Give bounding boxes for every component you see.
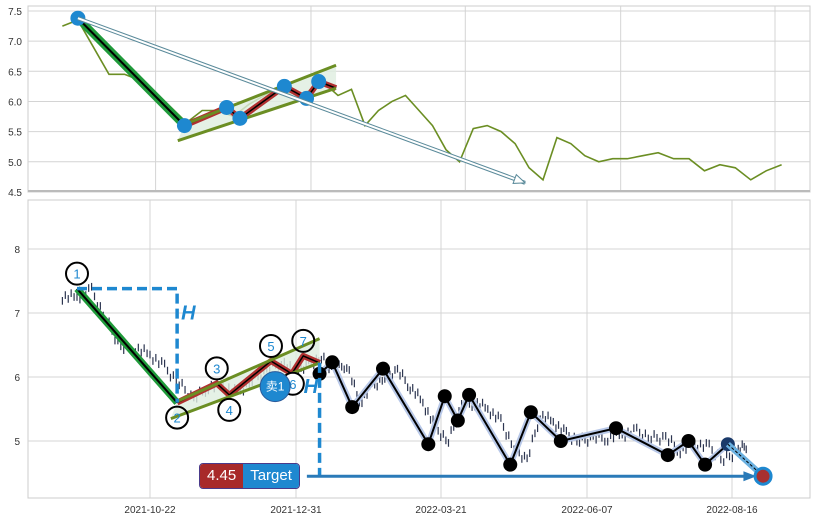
projection-height-label: H bbox=[304, 376, 319, 398]
x-tick-label: 2021-10-22 bbox=[124, 505, 176, 516]
trend-arrow-head bbox=[512, 173, 527, 184]
x-tick-label: 2022-08-16 bbox=[706, 505, 758, 516]
pattern-point bbox=[311, 74, 327, 90]
zigzag-point bbox=[609, 421, 623, 436]
zigzag-point bbox=[660, 448, 675, 463]
trend-arrow-inner bbox=[77, 17, 526, 184]
pattern-label: 7 bbox=[300, 334, 307, 349]
pattern-point bbox=[176, 118, 192, 134]
downtrend-core bbox=[77, 17, 186, 127]
zigzag-point bbox=[523, 405, 538, 420]
y-tick-label: 5.5 bbox=[8, 128, 22, 139]
bottom-candlestick-chart: 8 7 6 5 2021-10-22 2021-12-31 2022-03-21 2022-0… bbox=[14, 199, 811, 516]
y-tick-label: 8 bbox=[14, 245, 20, 256]
sell-signal-label: 卖1 bbox=[266, 380, 285, 394]
target-label: Target bbox=[243, 464, 299, 488]
plot-area bbox=[27, 5, 811, 193]
pattern-point bbox=[276, 78, 292, 94]
pattern-label-circle bbox=[217, 397, 242, 422]
y-tick-label: 6.5 bbox=[8, 67, 22, 78]
y-tick-label: 7 bbox=[14, 309, 20, 320]
pattern-label-circle bbox=[165, 405, 190, 430]
zigzag-point bbox=[553, 434, 568, 448]
height-label: H bbox=[181, 302, 196, 324]
y-tick-label: 7.0 bbox=[8, 37, 22, 48]
target-point bbox=[753, 466, 773, 486]
zigzag-point bbox=[462, 387, 477, 402]
zigzag-point bbox=[450, 413, 465, 428]
y-tick-label: 6 bbox=[14, 373, 20, 384]
pattern-label-circle bbox=[204, 356, 229, 381]
target-link-dashed bbox=[727, 443, 764, 477]
y-tick-label: 5.0 bbox=[8, 158, 22, 169]
pattern-point bbox=[219, 99, 235, 115]
y-tick-label: 4.5 bbox=[8, 188, 22, 196]
channel-upper-line bbox=[183, 63, 337, 126]
target-badge: 4.45 Target bbox=[199, 463, 300, 489]
plot-area bbox=[27, 199, 811, 499]
zigzag-point bbox=[421, 437, 436, 452]
zigzag-point bbox=[312, 366, 327, 381]
y-tick-label: 7.5 bbox=[8, 7, 22, 18]
pattern-point bbox=[232, 110, 248, 126]
pattern-label: 1 bbox=[73, 267, 80, 282]
pattern-label: 3 bbox=[213, 361, 220, 376]
zigzag-point bbox=[345, 400, 360, 415]
zigzag-point bbox=[503, 457, 518, 472]
pattern-label-circle bbox=[291, 328, 316, 353]
pattern-label-circle bbox=[65, 261, 89, 286]
zigzag-point bbox=[325, 355, 340, 370]
x-tick-label: 2021-12-31 bbox=[270, 505, 322, 516]
zigzag-line bbox=[318, 360, 729, 467]
pattern-label: 5 bbox=[267, 339, 274, 354]
zigzag-point bbox=[437, 389, 452, 404]
y-tick-label: 6.0 bbox=[8, 97, 22, 108]
x-tick-label: 2022-06-07 bbox=[561, 505, 613, 516]
zigzag-point bbox=[698, 457, 713, 472]
target-value: 4.45 bbox=[200, 464, 244, 488]
top-line-chart: 7.5 7.0 6.5 6.0 5.5 5.0 4.5 bbox=[8, 5, 811, 196]
zigzag-point bbox=[376, 361, 390, 376]
pattern-label: 2 bbox=[173, 411, 180, 426]
target-arrow-head bbox=[743, 471, 757, 482]
zigzag-point bbox=[681, 434, 696, 448]
downtrend-core bbox=[76, 288, 178, 404]
height-dashed-line bbox=[77, 286, 179, 403]
pattern-label-circle bbox=[258, 334, 283, 358]
sell-signal-marker bbox=[259, 371, 291, 403]
pattern-label: 6 bbox=[289, 377, 296, 392]
x-tick-label: 2022-03-21 bbox=[415, 505, 467, 516]
y-tick-label: 5 bbox=[14, 437, 20, 448]
pattern-label: 4 bbox=[226, 403, 233, 418]
